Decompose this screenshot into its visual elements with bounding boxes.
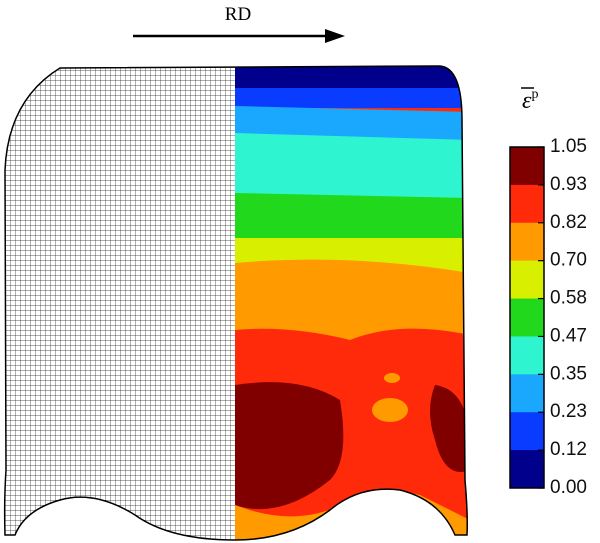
page: {"label": "RD", "colorbar": {"title_symb… xyxy=(0,0,600,543)
colorbar-tick-label: 0.82 xyxy=(550,212,587,233)
direction-label: RD xyxy=(225,4,251,25)
colorbar-tick-label: 0.00 xyxy=(550,477,587,498)
colorbar-band xyxy=(510,147,544,185)
colorbar-band xyxy=(510,261,544,299)
mesh xyxy=(0,60,236,543)
colorbar: 1.05 0.93 0.82 0.70 0.58 0.47 0.35 0.23 0.12 0.00 xyxy=(510,136,587,498)
figure: RD εp 1.05 0.93 0.82 0.70 0.58 0.47 0.35 0.23 0.… xyxy=(0,0,600,543)
colorbar-tick-label: 0.70 xyxy=(550,250,587,271)
colorbar-band xyxy=(510,336,544,374)
colorbar-band xyxy=(510,223,544,261)
arrow-head xyxy=(325,29,345,43)
contour xyxy=(235,60,475,543)
colorbar-band xyxy=(510,185,544,223)
colorbar-tick-label: 0.23 xyxy=(550,401,587,422)
cup xyxy=(0,60,475,543)
colorbar-band xyxy=(510,374,544,412)
colorbar-tick-label: 0.58 xyxy=(550,288,587,309)
colorbar-tick-label: 0.12 xyxy=(550,439,587,460)
colorbar-band xyxy=(510,299,544,337)
colorbar-tick-label: 0.93 xyxy=(550,174,587,195)
colorbar-tick-label: 0.35 xyxy=(550,363,587,384)
colorbar-title: εp xyxy=(522,87,538,114)
colorbar-superscript: p xyxy=(531,87,538,102)
colorbar-band xyxy=(510,412,544,450)
colorbar-band xyxy=(510,450,544,488)
colorbar-tick-label: 1.05 xyxy=(550,136,587,157)
colorbar-tick-label: 0.47 xyxy=(550,325,587,346)
